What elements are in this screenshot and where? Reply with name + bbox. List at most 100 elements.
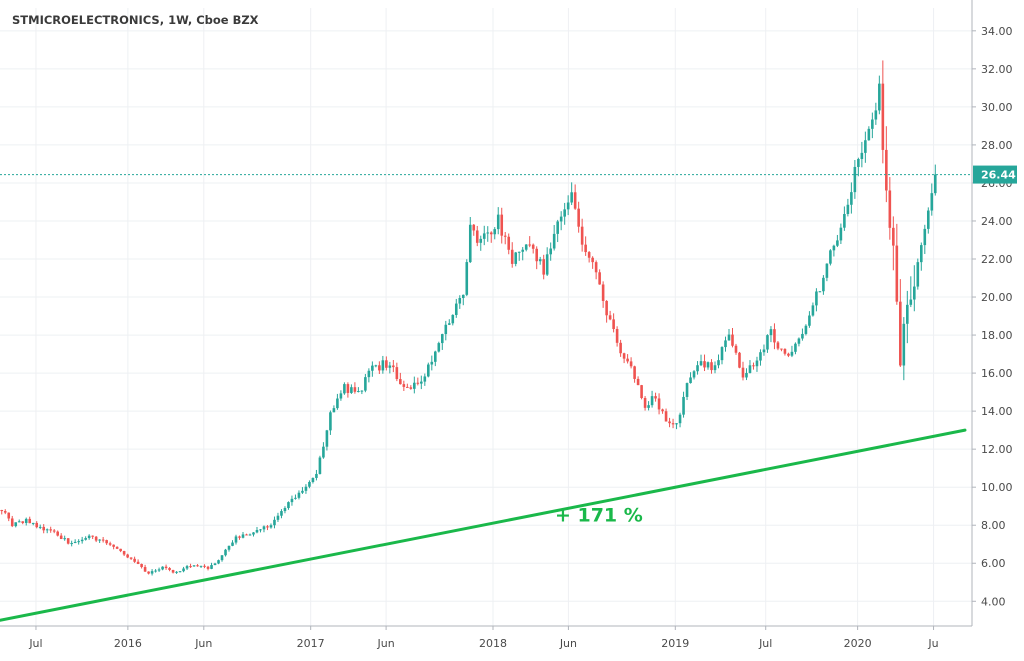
candle-down xyxy=(392,365,395,368)
candle-up xyxy=(482,233,486,239)
candle-up xyxy=(269,525,273,528)
candle-down xyxy=(91,535,94,537)
candle-down xyxy=(573,192,577,209)
candle-down xyxy=(21,521,25,523)
candle-up xyxy=(727,334,731,341)
candle-down xyxy=(136,561,140,564)
candle-up xyxy=(329,412,332,431)
candle-up xyxy=(825,263,829,278)
candle-down xyxy=(378,365,381,371)
candle-up xyxy=(220,555,224,561)
candle-up xyxy=(98,539,101,541)
candle-up xyxy=(297,492,301,498)
candle-up xyxy=(241,534,245,538)
candle-up xyxy=(850,192,853,205)
candle-down xyxy=(206,566,210,569)
candle-up xyxy=(843,213,846,228)
candle-up xyxy=(864,140,867,153)
candle-up xyxy=(175,571,178,573)
candle-down xyxy=(475,230,479,243)
candle-up xyxy=(647,405,650,408)
candle-up xyxy=(933,174,937,194)
candles xyxy=(0,60,937,576)
candle-down xyxy=(773,329,776,343)
candle-down xyxy=(598,272,601,285)
candle-down xyxy=(42,526,46,531)
candle-up xyxy=(210,565,213,569)
candle-up xyxy=(762,349,766,353)
candle-up xyxy=(447,323,451,325)
candle-up xyxy=(926,210,930,229)
candle-down xyxy=(531,244,535,249)
candle-up xyxy=(350,387,353,393)
candle-down xyxy=(787,353,790,356)
candle-up xyxy=(150,571,154,574)
candle-up xyxy=(199,565,203,567)
candle-down xyxy=(385,360,388,368)
candle-up xyxy=(853,166,857,193)
candle-up xyxy=(454,303,458,315)
candle-down xyxy=(636,378,640,386)
y-tick-label: 20.00 xyxy=(981,291,1013,304)
candle-up xyxy=(364,377,367,391)
y-tick-label: 30.00 xyxy=(981,101,1013,114)
chart-title: STMICROELECTRONICS, 1W, Cboe BZX xyxy=(12,13,259,27)
candle-up xyxy=(496,214,500,230)
x-tick-label: Jun xyxy=(377,637,395,650)
y-tick-label: 32.00 xyxy=(981,63,1013,76)
candle-up xyxy=(374,365,378,367)
candle-up xyxy=(755,360,759,367)
candle-up xyxy=(822,277,825,292)
y-tick-label: 16.00 xyxy=(981,367,1013,380)
candle-up xyxy=(325,430,329,447)
x-tick-label: 2017 xyxy=(297,637,325,650)
candle-down xyxy=(542,259,545,275)
candle-up xyxy=(468,224,472,263)
candle-up xyxy=(252,532,255,535)
candle-up xyxy=(388,365,392,368)
candle-down xyxy=(105,540,108,544)
candle-up xyxy=(713,365,717,371)
candle-down xyxy=(406,386,409,388)
candle-up xyxy=(860,152,864,160)
candle-down xyxy=(622,353,626,359)
candle-down xyxy=(664,411,668,422)
candle-down xyxy=(892,227,895,246)
y-tick-label: 18.00 xyxy=(981,329,1013,342)
candle-up xyxy=(332,408,336,413)
candle-down xyxy=(245,534,248,536)
candle-down xyxy=(122,551,126,555)
candle-up xyxy=(311,477,315,482)
candle-down xyxy=(535,248,538,262)
candle-down xyxy=(776,342,780,349)
y-tick-label: 22.00 xyxy=(981,253,1013,266)
candle-up xyxy=(563,209,566,217)
candle-down xyxy=(10,518,14,527)
candle-up xyxy=(549,248,552,255)
candle-up xyxy=(283,508,287,512)
candle-down xyxy=(353,387,357,392)
candle-up xyxy=(45,529,49,531)
candle-up xyxy=(427,364,430,377)
x-tick-label: 2016 xyxy=(114,637,142,650)
candle-down xyxy=(580,226,584,245)
candle-up xyxy=(367,370,371,378)
candle-down xyxy=(899,301,902,366)
candle-down xyxy=(528,244,532,246)
candle-up xyxy=(857,159,860,167)
candle-down xyxy=(657,398,661,410)
candle-down xyxy=(129,557,133,559)
candle-down xyxy=(35,522,39,528)
candle-up xyxy=(437,343,441,352)
x-tick-label: Jul xyxy=(758,637,772,650)
x-tick-label: Jul xyxy=(28,637,42,650)
candle-up xyxy=(231,542,234,546)
candle-up xyxy=(678,414,682,424)
candle-up xyxy=(308,481,311,487)
candle-up xyxy=(14,522,18,527)
candle-up xyxy=(178,571,182,573)
candle-up xyxy=(248,534,252,536)
candle-up xyxy=(514,252,518,264)
